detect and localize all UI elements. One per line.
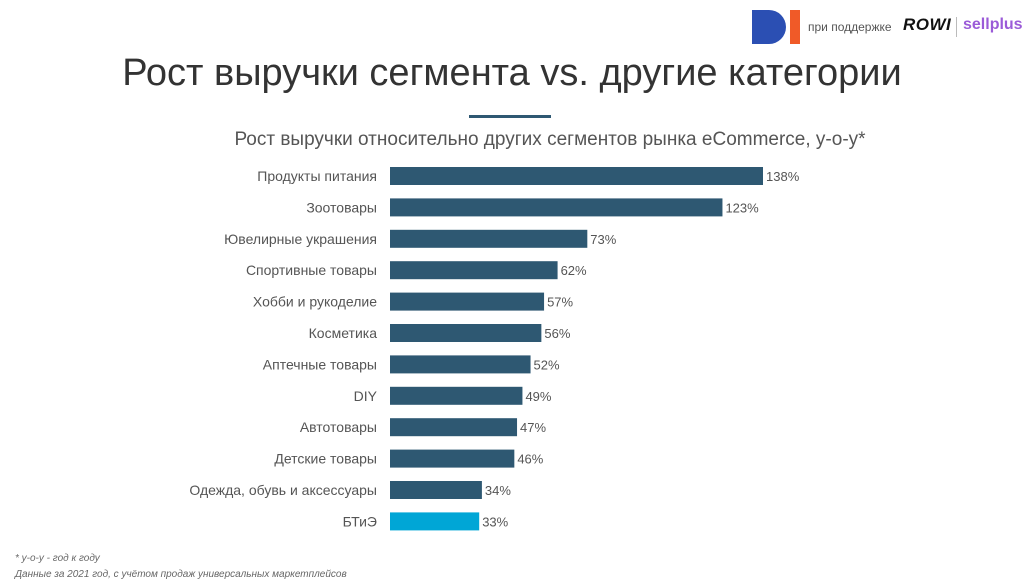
bar bbox=[390, 324, 542, 342]
bar bbox=[390, 449, 515, 468]
category-label: Спортивные товары bbox=[246, 262, 377, 278]
category-label: Продукты питания bbox=[257, 168, 377, 184]
category-label: Зоотовары bbox=[306, 199, 377, 215]
bar-chart: Продукты питания 138% Зоотовары 123% Ювелирн… bbox=[189, 167, 800, 531]
value-label: 52% bbox=[534, 357, 560, 372]
footnote-data-source: Данные за 2021 год, с учётом продаж унив… bbox=[15, 569, 347, 580]
page-title: Рост выручки сегмента vs. другие категор… bbox=[122, 52, 902, 94]
bar bbox=[390, 512, 480, 531]
bar bbox=[390, 167, 763, 185]
value-label: 138% bbox=[766, 169, 800, 184]
chart-title: Рост выручки относительно других сегмент… bbox=[234, 129, 866, 150]
value-label: 49% bbox=[525, 389, 551, 404]
value-label: 34% bbox=[485, 483, 511, 498]
bar bbox=[390, 261, 558, 280]
category-label: Автотовары bbox=[300, 419, 377, 435]
footnote-yoy: * у-о-у - год к году bbox=[15, 553, 100, 564]
di-logo-d-shape bbox=[752, 10, 786, 44]
category-label: БТиЭ bbox=[343, 513, 377, 529]
category-label: Ювелирные украшения bbox=[224, 231, 377, 247]
value-label: 33% bbox=[482, 514, 508, 529]
category-label: Детские товары bbox=[274, 451, 377, 467]
value-label: 62% bbox=[561, 263, 587, 278]
category-label: Аптечные товары bbox=[263, 356, 377, 372]
bar bbox=[390, 198, 723, 217]
category-label: Косметика bbox=[309, 325, 378, 341]
bar bbox=[390, 481, 482, 499]
di-logo-i-bar bbox=[790, 10, 800, 44]
sponsor-text: при поддержке bbox=[808, 20, 892, 34]
bar bbox=[390, 229, 588, 248]
sellplus-logo: sellplus bbox=[963, 16, 1023, 33]
value-label: 123% bbox=[725, 200, 759, 215]
bar bbox=[390, 355, 531, 374]
value-label: 73% bbox=[590, 232, 616, 247]
logo-divider bbox=[956, 17, 957, 37]
value-label: 56% bbox=[544, 326, 570, 341]
category-label: Хобби и рукоделие bbox=[253, 294, 377, 310]
value-label: 47% bbox=[520, 420, 546, 435]
rowi-logo: ROWI bbox=[903, 15, 952, 34]
bar bbox=[390, 418, 518, 437]
value-label: 46% bbox=[517, 452, 543, 467]
category-label: DIY bbox=[354, 388, 378, 404]
value-label: 57% bbox=[547, 295, 573, 310]
title-underline bbox=[469, 115, 551, 118]
category-label: Одежда, обувь и аксессуары bbox=[189, 482, 377, 498]
bar bbox=[390, 292, 545, 311]
bar bbox=[390, 386, 523, 405]
di-logo bbox=[752, 10, 800, 44]
